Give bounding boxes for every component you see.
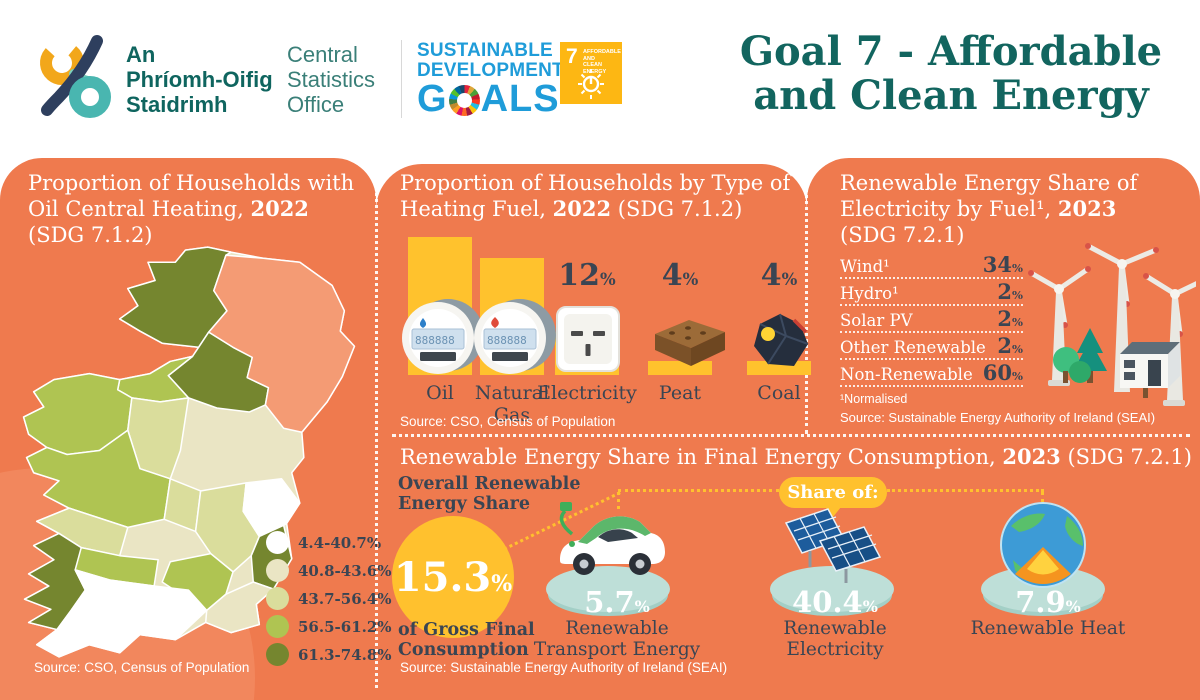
map-region-kilkenny-waterford: [161, 552, 234, 612]
header: An Phríomh-Oifig Staidrimh Central Stati…: [0, 0, 1200, 158]
legend-item: 4.4-40.7%: [266, 531, 392, 554]
map-region-cork: [35, 569, 208, 658]
header-divider: [401, 40, 402, 118]
table-row: Wind¹ 34%: [840, 252, 1023, 279]
sdg-word-2: DEVELOPMENT: [417, 60, 564, 81]
table-row: Solar PV 2%: [840, 306, 1023, 333]
sdg7-goal-label: AFFORDABLE AND CLEAN ENERGY: [583, 49, 621, 75]
legend-swatch: [266, 531, 289, 554]
oil-meter-icon: 888888: [402, 299, 484, 374]
connector-right: [887, 489, 1044, 492]
separator-right: [805, 176, 808, 434]
overall-share-label: Overall Renewable Energy Share: [398, 474, 581, 514]
bar-label-natural-gas: Natural Gas: [474, 382, 550, 426]
middle-panel-title: Proportion of Households by Type of Heat…: [400, 171, 791, 221]
left-panel-title: Proportion of Households with Oil Centra…: [28, 171, 355, 247]
map-region-wexford: [204, 581, 275, 634]
legend-swatch: [266, 559, 289, 582]
peat-briquette-icon: [655, 320, 725, 366]
org-name-english: Central Statistics Office: [287, 42, 376, 117]
gas-meter-icon: 888888: [474, 299, 556, 374]
bar-value-electricity: 12%: [558, 258, 616, 293]
solar-platform: [770, 566, 894, 612]
map-region-dublin: [242, 478, 301, 538]
cso-logo-icon: [40, 35, 111, 118]
right-panel-source: Source: Sustainable Energy Authority of …: [840, 410, 1156, 425]
legend-item: 43.7-56.4%: [266, 587, 392, 610]
page-title: Goal 7 - Affordable and Clean Energy: [739, 28, 1163, 119]
legend-swatch: [266, 615, 289, 638]
right-panel-title: Renewable Energy Share of Electricity by…: [840, 171, 1138, 247]
bar-label-oil: Oil: [426, 382, 454, 404]
legend-swatch: [266, 643, 289, 666]
separator-horizontal: [392, 434, 1190, 437]
bar-coal: [747, 361, 811, 375]
share-of-pill-tail: [825, 507, 841, 517]
bottom-panel-title: Renewable Energy Share in Final Energy C…: [400, 444, 1192, 469]
bar-label-electricity: Electricity: [537, 382, 637, 404]
sdg-wheel-icon: [448, 84, 480, 116]
sdg-logo: SUSTAINABLE DEVELOPMENT G ALS: [417, 40, 564, 120]
stat-label-electricity: Renewable Electricity: [783, 618, 887, 660]
org-name-irish: An Phríomh-Oifig Staidrimh: [126, 42, 273, 117]
bar-value-coal: 4%: [760, 258, 798, 293]
bar-label-coal: Coal: [757, 382, 801, 404]
stat-label-transport: Renewable Transport Energy: [533, 618, 701, 660]
stat-value-electricity: 40.4%: [792, 585, 878, 619]
overall-share-kpi: 15.3%: [392, 516, 514, 638]
table-row: Hydro¹ 2%: [840, 279, 1023, 306]
bar-value-peat: 4%: [661, 258, 699, 293]
sdg7-goal-badge: 7 AFFORDABLE AND CLEAN ENERGY: [560, 42, 622, 104]
stat-label-heat: Renewable Heat: [970, 618, 1126, 639]
electric-car-icon: [559, 502, 665, 575]
earth-heat-icon: [1000, 502, 1086, 588]
electric-socket-icon: [556, 306, 620, 372]
svg-text:888888: 888888: [487, 334, 527, 347]
stat-value-transport: 5.7%: [584, 585, 650, 619]
svg-text:888888: 888888: [415, 334, 455, 347]
solar-panels-icon: [784, 508, 882, 583]
table-row: Other Renewable 2%: [840, 333, 1023, 360]
sun-power-icon: [578, 69, 604, 99]
bar-peat: [648, 361, 712, 375]
legend-item: 61.3-74.8%: [266, 643, 392, 666]
connector-stub-earth: [1041, 492, 1044, 502]
fuel-share-table: Wind¹ 34% Hydro¹ 2% Solar PV 2% Other Renew…: [840, 252, 1023, 389]
ireland-choropleth-map: [22, 246, 356, 658]
legend-swatch: [266, 587, 289, 610]
bottom-panel-source: Source: Sustainable Energy Authority of …: [400, 660, 728, 675]
stat-value-heat: 7.9%: [1015, 585, 1081, 619]
coal-lump-icon: [754, 313, 809, 366]
gross-consumption-label: of Gross Final Consumption: [398, 620, 535, 660]
map-legend: 4.4-40.7% 40.8-43.6% 43.7-56.4% 56.5-61.…: [266, 531, 392, 666]
left-panel-source: Source: CSO, Census of Population: [34, 660, 250, 675]
sdg-goals-word: G ALS: [417, 78, 560, 120]
legend-item: 56.5-61.2%: [266, 615, 392, 638]
separator-left: [375, 176, 378, 688]
map-region-northern-ireland: [207, 254, 356, 434]
share-of-pill: Share of:: [779, 477, 887, 508]
bar-label-peat: Peat: [658, 382, 702, 404]
right-panel-footnote: ¹Normalised: [840, 392, 908, 406]
wind-turbines-illustration: [1028, 243, 1196, 406]
connector-left: [618, 489, 779, 492]
car-platform: [546, 566, 670, 612]
legend-item: 40.8-43.6%: [266, 559, 392, 582]
map-region-kerry: [23, 532, 87, 631]
table-row: Non-Renewable 60%: [840, 360, 1023, 387]
middle-panel-source: Source: CSO, Census of Population: [400, 414, 616, 429]
sdg-word-1: SUSTAINABLE: [417, 40, 553, 61]
map-region-galway: [25, 429, 172, 529]
connector-stub-car: [617, 492, 620, 509]
